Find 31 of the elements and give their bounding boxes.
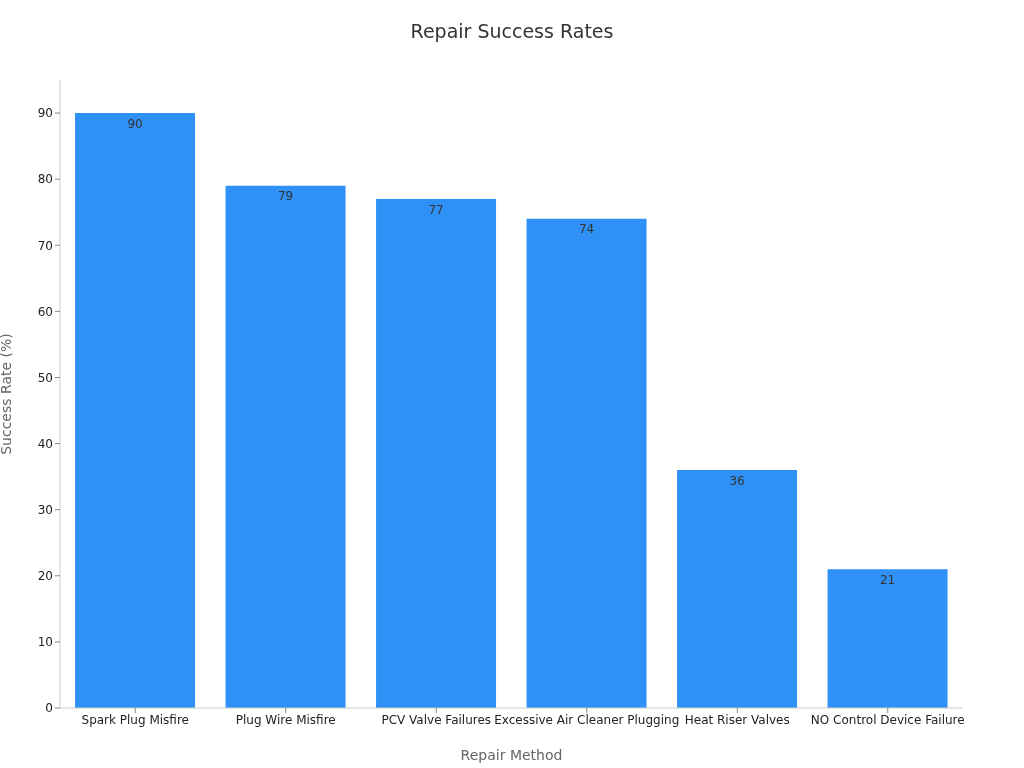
x-tick-label: NO Control Device Failure: [810, 712, 965, 727]
chart-title: Repair Success Rates: [409, 20, 615, 42]
data-label: 90: [127, 116, 143, 131]
bar: [376, 198, 497, 708]
y-tick-label: 70: [37, 238, 53, 253]
data-label: 74: [578, 222, 595, 237]
x-axis-title: Repair Method: [460, 747, 563, 763]
x-tick-label: PCV Valve Failures: [381, 712, 492, 727]
data-label: 79: [277, 189, 294, 204]
y-tick-label: 80: [37, 172, 53, 187]
bar: [526, 218, 647, 708]
data-label: 36: [729, 473, 745, 488]
bar: [677, 470, 798, 708]
x-tick-label: Plug Wire Misfire: [235, 712, 336, 727]
y-tick-label: 40: [37, 436, 53, 451]
y-tick-label: 10: [37, 635, 53, 650]
y-tick-label: 90: [37, 106, 53, 121]
y-tick-label: 50: [37, 370, 53, 385]
bar: [75, 113, 196, 708]
data-label: 77: [428, 202, 444, 217]
y-tick-label: 30: [37, 502, 53, 517]
bar: [827, 569, 948, 708]
x-tick-label: Heat Riser Valves: [684, 712, 790, 727]
x-tick-label: Excessive Air Cleaner Plugging: [494, 712, 680, 727]
data-label: 21: [879, 572, 896, 587]
y-tick-label: 60: [37, 304, 53, 319]
bar: [225, 185, 346, 708]
x-tick-label: Spark Plug Misfire: [81, 712, 189, 727]
y-tick-label: 0: [45, 701, 53, 716]
y-tick-label: 20: [37, 569, 53, 584]
y-axis-title: Success Rate (%): [0, 333, 14, 455]
